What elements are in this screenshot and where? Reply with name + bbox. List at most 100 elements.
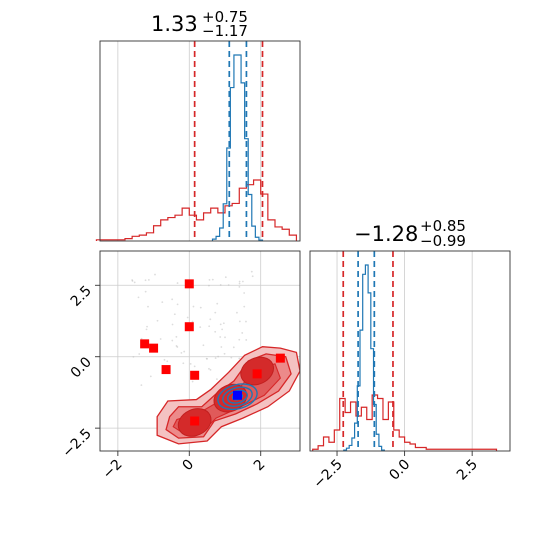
- blue-histogram: [211, 54, 264, 241]
- sample-point: [156, 319, 159, 322]
- red-square-marker: [161, 365, 171, 375]
- blue-square-marker: [233, 390, 242, 400]
- red-square-marker: [184, 322, 194, 332]
- top-title: 1.33 +0.75 −1.17: [151, 8, 248, 40]
- x-tick-label: 0.0: [386, 457, 413, 484]
- top-marginal-panel: [95, 40, 301, 242]
- sample-point: [161, 301, 164, 304]
- sample-point: [140, 337, 143, 340]
- right-marginal-panel: −2.5 0.0 2.5: [309, 250, 511, 492]
- sample-point: [154, 273, 156, 276]
- sample-point: [211, 278, 214, 281]
- sample-point: [199, 306, 202, 309]
- sample-point: [221, 328, 224, 331]
- sample-point: [176, 303, 179, 306]
- sample-point: [241, 332, 244, 334]
- sample-point: [147, 305, 149, 308]
- sample-point: [220, 346, 223, 348]
- sample-point: [209, 368, 212, 371]
- y-tick-label: 0.0: [68, 354, 95, 381]
- sample-point: [149, 375, 152, 378]
- sample-point: [222, 322, 225, 325]
- sample-point: [140, 384, 143, 387]
- joint-panel: −2 0 2 2.5 0.0 −2.5: [59, 250, 301, 483]
- sample-point: [208, 284, 210, 287]
- red-square-marker: [140, 339, 150, 349]
- sample-point: [131, 280, 134, 282]
- sample-point: [224, 336, 226, 339]
- right-title-sup: +0.85: [420, 217, 466, 235]
- top-title-main: 1.33: [151, 12, 198, 36]
- sample-point: [166, 360, 169, 363]
- sample-point: [208, 367, 210, 370]
- sample-point: [216, 302, 219, 305]
- sample-point: [208, 325, 211, 328]
- top-title-sub: −1.17: [202, 22, 248, 40]
- sample-point: [159, 338, 162, 340]
- red-square-marker: [275, 353, 285, 363]
- blue-contour: [222, 386, 253, 407]
- sample-point: [227, 284, 230, 286]
- sample-point: [230, 356, 233, 359]
- sample-point: [193, 365, 196, 368]
- x-tick-label: −2: [100, 457, 126, 483]
- sample-point: [245, 320, 247, 323]
- sample-point: [199, 326, 202, 329]
- sample-point: [173, 313, 176, 316]
- panel-frame: [99, 250, 301, 452]
- sample-point: [175, 335, 178, 338]
- joint-content: [100, 251, 300, 451]
- panel-frame: [99, 40, 301, 242]
- sample-point: [171, 323, 174, 326]
- sample-point: [208, 279, 211, 281]
- sample-point: [238, 320, 241, 323]
- red-square-marker: [190, 416, 200, 426]
- sample-point: [138, 353, 141, 355]
- top-title-sup: +0.75: [202, 8, 248, 26]
- sample-point: [175, 345, 178, 347]
- red-square-marker: [184, 279, 194, 289]
- right-title: −1.28 +0.85 −0.99: [354, 217, 466, 250]
- sample-point: [217, 355, 220, 358]
- sample-point: [238, 280, 241, 283]
- sample-point: [145, 328, 148, 331]
- sample-point: [236, 311, 238, 314]
- sample-point: [191, 380, 194, 383]
- red-histogram: [95, 179, 298, 241]
- right-title-sub: −0.99: [420, 232, 466, 250]
- sample-point: [171, 339, 174, 342]
- sample-point: [241, 280, 244, 283]
- sample-point: [219, 336, 222, 338]
- sample-point: [214, 311, 217, 314]
- sample-point: [251, 275, 254, 278]
- red-histogram: [312, 394, 498, 451]
- sample-point: [163, 358, 166, 361]
- sample-point: [209, 318, 212, 321]
- sample-point: [191, 320, 194, 323]
- sample-point: [171, 298, 174, 301]
- sample-point: [146, 325, 148, 328]
- sample-point: [243, 292, 246, 294]
- sample-point: [216, 378, 218, 381]
- y-tick-label: −2.5: [59, 426, 94, 461]
- sample-point: [219, 323, 222, 326]
- sample-point: [186, 316, 189, 319]
- blue-histogram: [343, 264, 385, 451]
- right-title-main: −1.28: [354, 222, 418, 246]
- sample-point: [189, 362, 192, 365]
- sample-point: [144, 279, 147, 282]
- sample-point: [132, 356, 135, 358]
- sample-point: [238, 285, 241, 288]
- x-tick-label: 0: [179, 457, 197, 475]
- panel-frame: [309, 250, 511, 452]
- sample-point: [144, 290, 147, 293]
- sample-point: [176, 282, 179, 284]
- sample-point: [137, 296, 140, 299]
- sample-point: [147, 279, 150, 281]
- sample-point: [243, 305, 246, 308]
- sample-point: [183, 350, 186, 353]
- sample-point: [180, 351, 183, 354]
- y-tick-label: 2.5: [68, 283, 95, 310]
- red-square-marker: [149, 343, 159, 353]
